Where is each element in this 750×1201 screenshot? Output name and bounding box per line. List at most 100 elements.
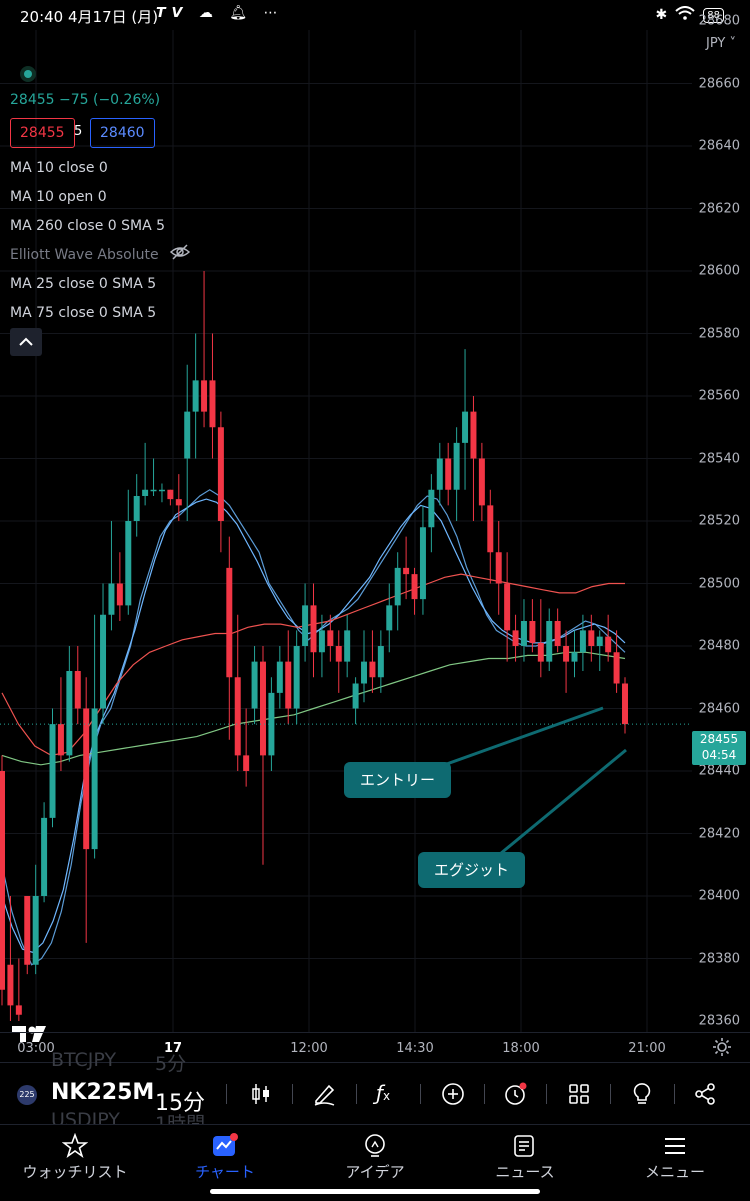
- interval-selector[interactable]: 15分: [155, 1091, 205, 1116]
- menu-icon: [665, 1138, 685, 1154]
- home-indicator: [210, 1189, 540, 1194]
- price-tick: 28360: [698, 1013, 740, 1029]
- candle-body: [57, 724, 64, 756]
- price-tick: 28580: [698, 326, 740, 341]
- chart-canvas[interactable]: 28455 −75 (−0.26%) 28455 5 28460 MA 10 c…: [0, 30, 692, 1042]
- candle-body: [116, 583, 123, 606]
- candle-body: [613, 652, 620, 684]
- currency-selector[interactable]: JPY ˅: [706, 36, 736, 51]
- time-axis[interactable]: 03:00 17 12:00 14:30 18:00 21:00: [0, 1032, 750, 1063]
- chart-toolbar: BTCJPY 5分 USDJPY 1時間 225 NK225M 15分 ƒx: [0, 1049, 750, 1135]
- candle-body: [268, 692, 275, 756]
- drawing-pen-icon[interactable]: [312, 1081, 338, 1107]
- candle-body: [445, 458, 452, 490]
- alarm-clock-icon[interactable]: [502, 1081, 528, 1107]
- price-tick: 28380: [698, 951, 740, 966]
- indicator-ma10-close[interactable]: MA 10 close 0: [10, 160, 108, 176]
- candle-body: [495, 552, 502, 584]
- candle-body: [251, 661, 258, 709]
- candle-body: [125, 521, 132, 606]
- sell-price-button[interactable]: 28455: [10, 118, 75, 148]
- toolbar-divider: [226, 1084, 227, 1104]
- indicator-ma260[interactable]: MA 260 close 0 SMA 5: [10, 218, 166, 234]
- candle-body: [49, 724, 56, 818]
- eye-off-icon[interactable]: [169, 243, 191, 261]
- candle-body: [234, 677, 241, 756]
- bluetooth-icon: ✱: [655, 7, 668, 23]
- indicator-elliott-wave[interactable]: Elliott Wave Absolute: [10, 247, 159, 263]
- collapse-legend-button[interactable]: [10, 328, 42, 356]
- candle-body: [520, 621, 527, 646]
- candle-body: [504, 583, 511, 631]
- toolbar-divider: [292, 1084, 293, 1104]
- candle-body: [108, 583, 115, 615]
- indicator-ma75[interactable]: MA 75 close 0 SMA 5: [10, 305, 157, 321]
- candle-body: [217, 427, 224, 521]
- layout-grid-icon[interactable]: [566, 1081, 592, 1107]
- time-label: 03:00: [17, 1041, 55, 1056]
- buy-price-button[interactable]: 28460: [90, 118, 155, 148]
- chart-settings-icon[interactable]: [712, 1037, 732, 1061]
- indicator-ma25[interactable]: MA 25 close 0 SMA 5: [10, 276, 157, 292]
- nav-label: メニュー: [644, 1163, 705, 1181]
- nav-menu[interactable]: メニュー: [600, 1125, 750, 1201]
- time-label: 18:00: [502, 1041, 540, 1056]
- date-label: 17: [163, 1041, 183, 1056]
- candle-body: [605, 636, 612, 653]
- nav-label: ニュース: [495, 1163, 555, 1181]
- candle-body: [133, 496, 140, 521]
- more-icon: ⋯: [263, 5, 284, 21]
- nav-label: ウォッチリスト: [22, 1163, 128, 1181]
- add-plus-icon[interactable]: [440, 1081, 466, 1107]
- time-label: 21:00: [628, 1041, 666, 1056]
- candle-body: [462, 411, 469, 443]
- candle-body: [344, 630, 351, 662]
- candle-body: [32, 896, 39, 965]
- candle-body: [403, 567, 410, 575]
- candle-body: [529, 621, 536, 643]
- bell-icon: 🔔︎: [229, 5, 254, 21]
- nav-watchlist[interactable]: ウォッチリスト: [0, 1125, 150, 1201]
- candle-body: [83, 708, 90, 850]
- symbol-selector[interactable]: NK225M: [51, 1080, 155, 1105]
- nav-label: チャート: [195, 1163, 255, 1181]
- indicator-ma10-open[interactable]: MA 10 open 0: [10, 189, 107, 205]
- indicators-fx-icon[interactable]: ƒx: [376, 1081, 391, 1105]
- entry-callout[interactable]: エントリー: [344, 762, 452, 798]
- price-tick: 28620: [698, 201, 740, 216]
- candle-body: [512, 630, 519, 646]
- candle-body: [327, 630, 334, 646]
- candle-body: [226, 567, 233, 678]
- nav-chart[interactable]: チャート: [150, 1125, 300, 1201]
- candle-body: [167, 489, 174, 500]
- price-tick: 28660: [698, 76, 740, 91]
- price-tick: 28480: [698, 638, 740, 654]
- spread-value: 5: [74, 124, 83, 139]
- nav-news[interactable]: ニュース: [450, 1125, 600, 1201]
- price-tick: 28560: [698, 388, 740, 404]
- notification-icons: 𝙏𝙑 ☁ 🔔︎ ⋯: [156, 5, 284, 21]
- toolbar-divider: [484, 1084, 485, 1104]
- exit-callout[interactable]: エグジット: [418, 852, 526, 888]
- candle-body: [158, 489, 165, 492]
- share-icon[interactable]: [692, 1081, 718, 1107]
- price-axis[interactable]: JPY ˅ 28680 28660 28640 28620 28600 28580 2856…: [692, 14, 750, 1032]
- chevron-down-icon: ˅: [729, 36, 737, 51]
- symbol-list-item[interactable]: BTCJPY: [51, 1049, 117, 1071]
- candle-body: [7, 964, 14, 1006]
- battery-indicator: 88: [703, 7, 724, 23]
- candle-body: [546, 621, 553, 662]
- candle-body: [192, 380, 199, 412]
- price-tick: 28600: [698, 263, 740, 279]
- interval-list-item[interactable]: 5分: [155, 1053, 187, 1075]
- chart-icon: [213, 1133, 238, 1156]
- candle-body: [74, 671, 81, 709]
- nav-ideas[interactable]: アイデア: [300, 1125, 450, 1201]
- candlestick-icon[interactable]: [248, 1081, 274, 1107]
- ideas-lightbulb-icon[interactable]: [629, 1081, 655, 1107]
- candle-body: [394, 567, 401, 606]
- candle-body: [259, 661, 266, 756]
- chevron-up-icon: [19, 337, 33, 346]
- candle-body: [335, 646, 342, 662]
- candle-body: [100, 614, 107, 709]
